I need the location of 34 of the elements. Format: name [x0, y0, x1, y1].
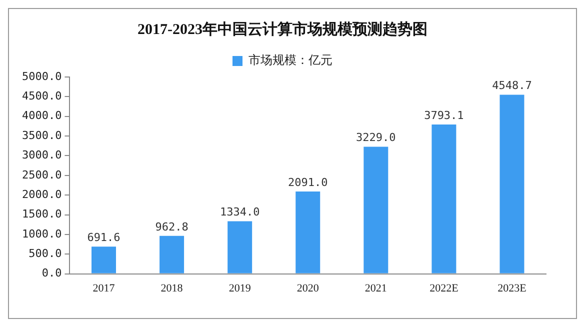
data-label: 691.6: [87, 230, 120, 244]
y-tick-label: 4500.0: [22, 90, 62, 103]
data-label: 962.8: [155, 220, 188, 234]
bar: [500, 94, 524, 274]
y-tick-label: 500.0: [28, 246, 62, 260]
x-tick-label: 2020: [296, 282, 320, 294]
bar: [228, 221, 252, 274]
y-tick-label: 2000.0: [22, 188, 62, 201]
x-tick-label: 2017: [92, 282, 116, 294]
legend-label: 市场规模：亿元: [248, 53, 332, 68]
bar: [432, 124, 456, 274]
y-tick-label: 4000.0: [22, 109, 62, 122]
data-label: 2091.0: [288, 176, 328, 189]
bar: [296, 192, 320, 274]
y-tick-label: 2500.0: [22, 168, 62, 182]
data-label: 4548.7: [492, 79, 532, 92]
bar: [92, 246, 116, 274]
x-tick-label: 2023E: [498, 282, 527, 294]
bar: [160, 236, 184, 274]
bar: [364, 146, 388, 274]
data-label: 3793.1: [424, 108, 464, 122]
y-tick-label: 0.0: [42, 266, 62, 280]
y-tick-label: 3500.0: [22, 128, 62, 142]
y-tick-label: 1000.0: [22, 227, 62, 240]
chart-title: 2017-2023年中国云计算市场规模预测趋势图: [138, 20, 428, 38]
x-tick-label: 2022E: [430, 282, 459, 294]
y-tick-label: 1500.0: [22, 208, 62, 221]
x-tick-label: 2019: [228, 282, 252, 294]
x-tick-label: 2018: [160, 282, 184, 294]
data-label: 3229.0: [356, 131, 396, 144]
x-tick-label: 2021: [364, 282, 387, 294]
data-label: 1334.0: [220, 206, 260, 219]
y-tick-label: 5000.0: [22, 70, 62, 83]
y-tick-label: 3000.0: [22, 148, 62, 162]
